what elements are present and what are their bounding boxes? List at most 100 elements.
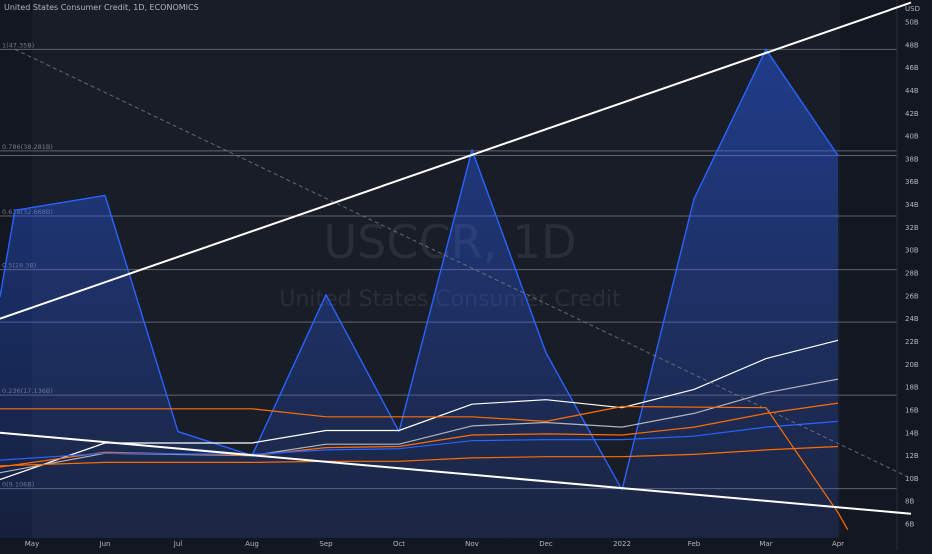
series-layer	[0, 48, 849, 538]
data-point[interactable]	[325, 448, 328, 451]
data-point[interactable]	[471, 415, 474, 418]
data-point[interactable]	[471, 439, 474, 442]
data-point[interactable]	[104, 461, 107, 464]
trendline[interactable]	[0, 431, 912, 515]
series-line-united-states-consumer-credit[interactable]	[0, 48, 839, 491]
data-point[interactable]	[104, 452, 107, 455]
data-point[interactable]	[545, 433, 548, 436]
y-tick-label: 44B	[905, 87, 919, 95]
data-point[interactable]	[621, 438, 624, 441]
data-point[interactable]	[398, 415, 401, 418]
y-tick-label: 32B	[905, 224, 919, 232]
price-axis-panel[interactable]	[897, 0, 932, 550]
y-tick-label: 40B	[905, 133, 919, 141]
data-point[interactable]	[846, 528, 849, 531]
series-line-2[interactable]	[0, 339, 839, 481]
y-tick-label: 14B	[905, 429, 919, 437]
data-point[interactable]	[545, 398, 548, 401]
data-point[interactable]	[693, 435, 696, 438]
data-point[interactable]	[837, 420, 840, 423]
data-point[interactable]	[765, 426, 768, 429]
data-point[interactable]	[471, 425, 474, 428]
data-point[interactable]	[251, 461, 254, 464]
data-point[interactable]	[693, 197, 696, 200]
data-point[interactable]	[693, 388, 696, 391]
trendline[interactable]	[0, 1, 912, 320]
data-point[interactable]	[837, 511, 840, 514]
data-point[interactable]	[325, 415, 328, 418]
data-point[interactable]	[765, 357, 768, 360]
series-line-5[interactable]	[0, 420, 839, 461]
x-tick-label: Jun	[99, 540, 111, 548]
series-area-fill	[0, 49, 838, 538]
y-tick-label: 46B	[905, 64, 919, 72]
data-point[interactable]	[621, 426, 624, 429]
x-tick-label: May	[25, 540, 39, 548]
y-tick-label: 42B	[905, 110, 919, 118]
x-tick-label: 2022	[613, 540, 631, 548]
data-point[interactable]	[765, 391, 768, 394]
data-point[interactable]	[251, 407, 254, 410]
y-tick-label: 36B	[905, 178, 919, 186]
series-line-6[interactable]	[0, 445, 839, 467]
data-point[interactable]	[837, 402, 840, 405]
trendlines[interactable]	[0, 1, 912, 515]
data-point[interactable]	[837, 339, 840, 342]
data-point[interactable]	[545, 455, 548, 458]
currency-label[interactable]: USD	[905, 5, 920, 13]
data-point[interactable]	[398, 460, 401, 463]
data-point[interactable]	[471, 403, 474, 406]
data-point[interactable]	[837, 378, 840, 381]
data-point[interactable]	[765, 412, 768, 415]
chart-header-title: United States Consumer Credit, 1D, ECONO…	[4, 3, 199, 12]
data-point[interactable]	[471, 434, 474, 437]
x-tick-label: Dec	[539, 540, 553, 548]
data-point[interactable]	[325, 293, 328, 296]
y-tick-label: 20B	[905, 361, 919, 369]
y-tick-label: 18B	[905, 384, 919, 392]
dashed-trendline[interactable]	[14, 48, 912, 479]
y-tick-label: 50B	[905, 19, 919, 27]
data-point[interactable]	[837, 445, 840, 448]
data-point[interactable]	[693, 426, 696, 429]
data-point[interactable]	[837, 154, 840, 157]
data-point[interactable]	[398, 429, 401, 432]
data-point[interactable]	[325, 429, 328, 432]
data-point[interactable]	[325, 443, 328, 446]
data-point[interactable]	[545, 420, 548, 423]
x-tick-label: Sep	[319, 540, 333, 548]
data-point[interactable]	[177, 430, 180, 433]
y-tick-label: 26B	[905, 292, 919, 300]
y-tick-label: 12B	[905, 452, 919, 460]
x-tick-label: Aug	[245, 540, 259, 548]
data-point[interactable]	[765, 48, 768, 51]
y-tick-label: 10B	[905, 475, 919, 483]
data-point[interactable]	[693, 453, 696, 456]
data-point[interactable]	[545, 351, 548, 354]
data-point[interactable]	[621, 405, 624, 408]
data-point[interactable]	[693, 412, 696, 415]
data-point[interactable]	[14, 209, 17, 212]
data-point[interactable]	[545, 438, 548, 441]
data-point[interactable]	[471, 456, 474, 459]
y-tick-label: 6B	[905, 521, 914, 529]
data-point[interactable]	[251, 442, 254, 445]
data-point[interactable]	[621, 434, 624, 437]
series-line-7[interactable]	[0, 405, 849, 530]
x-tick-label: Apr	[832, 540, 844, 548]
data-point[interactable]	[104, 194, 107, 197]
data-point[interactable]	[765, 448, 768, 451]
y-tick-label: 16B	[905, 406, 919, 414]
y-axis[interactable]: 6B 8B 10B 12B 14B 16B 18B 20B 22B 24B 26B 28B 30B 32B…	[905, 19, 919, 529]
data-point[interactable]	[621, 455, 624, 458]
x-tick-label: Feb	[688, 540, 701, 548]
data-point[interactable]	[398, 447, 401, 450]
y-tick-label: 24B	[905, 315, 919, 323]
y-tick-label: 38B	[905, 155, 919, 163]
x-axis[interactable]: May Jun Jul Aug Sep Oct Nov Dec 2022 Feb Mar Apr	[25, 540, 844, 548]
x-tick-label: Mar	[759, 540, 772, 548]
data-point[interactable]	[765, 406, 768, 409]
data-point[interactable]	[471, 148, 474, 151]
x-tick-label: Oct	[393, 540, 405, 548]
